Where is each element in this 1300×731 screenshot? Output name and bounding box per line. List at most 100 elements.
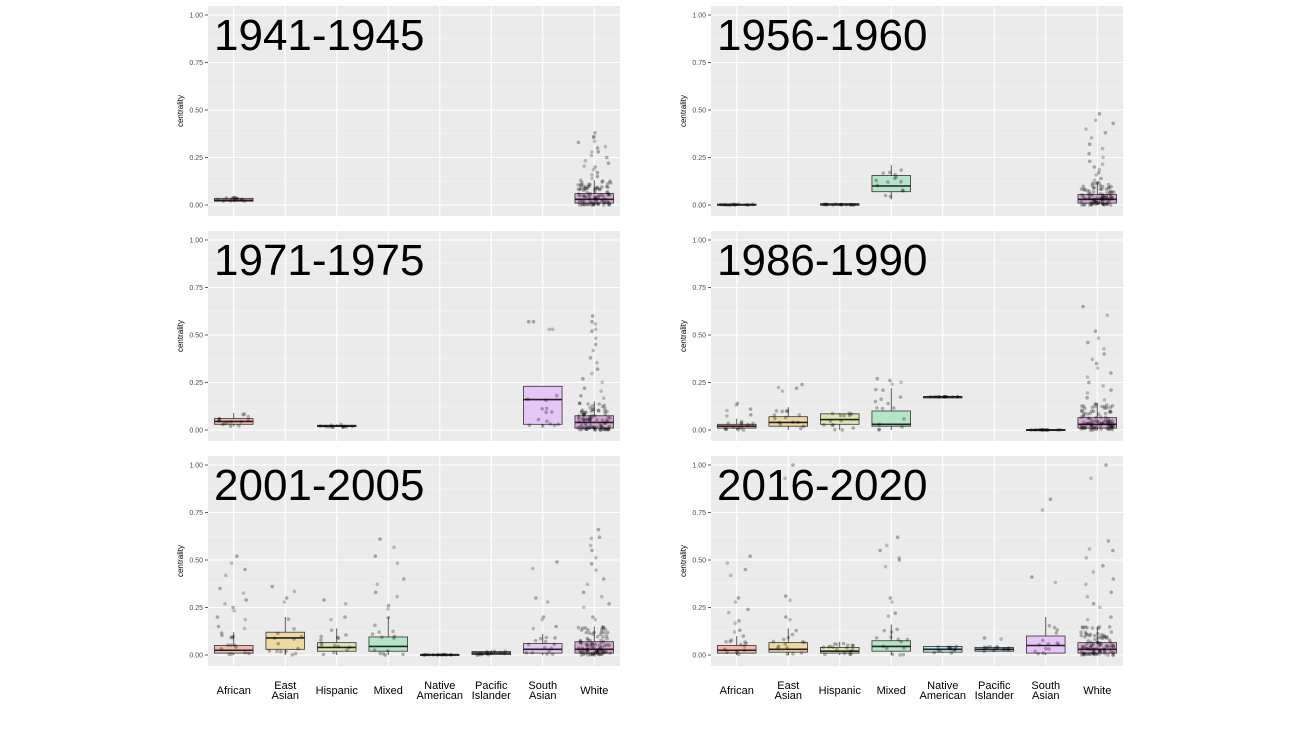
data-point [581,648,586,652]
data-point [1085,646,1089,651]
data-point [1089,203,1094,207]
data-point [232,195,236,200]
outlier-point [1087,380,1091,385]
data-point [599,192,604,197]
data-point [849,412,854,416]
data-point [1082,652,1087,657]
data-point [599,428,603,432]
x-tick-label: Hispanic [316,685,359,697]
data-point [552,423,557,428]
data-point [1111,653,1115,657]
box-White [1077,463,1117,657]
outlier-point [884,543,889,548]
data-point [592,426,597,431]
data-point [723,426,727,431]
outlier-point [726,610,731,615]
data-point [834,202,838,206]
data-point [785,645,789,650]
data-point [1100,195,1105,200]
data-point [1109,424,1114,429]
data-point [1083,630,1088,634]
outlier-point [378,537,382,541]
data-point [439,652,444,657]
data-point [581,412,586,417]
data-point [1037,642,1041,647]
data-point [1105,419,1109,424]
data-point [1108,190,1112,195]
data-point [946,645,951,649]
data-point [993,647,998,651]
data-point [442,652,446,657]
x-tick-label: African [720,685,754,697]
box-East Asian [265,584,305,657]
data-point [1105,426,1109,431]
data-point [1108,640,1113,645]
data-point [582,187,586,191]
outlier-point [594,556,598,560]
data-point [1095,640,1100,645]
y-tick-label: 1.00 [692,463,706,470]
data-point [599,424,604,428]
data-point [902,646,906,650]
data-point [548,422,553,426]
data-point [890,652,895,657]
data-point [1093,402,1098,406]
data-point [579,183,584,188]
y-tick-label: 1.00 [189,13,203,20]
data-point [1088,652,1093,657]
data-point [606,427,611,432]
data-point [318,424,323,428]
data-point [874,387,878,392]
data-point [583,202,587,207]
y-tick-label: 0.50 [692,108,706,115]
data-point [950,394,955,399]
data-point [576,183,581,187]
outlier-point [292,589,297,594]
data-point [1092,185,1096,190]
data-point [1102,406,1107,411]
data-point [1090,428,1095,432]
outlier-point [1101,563,1105,568]
data-point [781,637,786,642]
data-point [581,413,586,417]
data-point [1087,647,1092,652]
data-point [1106,182,1111,187]
outlier-point [591,348,596,353]
y-axis-label: centrality [176,95,185,127]
data-point [776,646,780,651]
y-tick-label: 0.25 [189,605,203,612]
data-point [230,196,235,201]
box-White [574,314,614,432]
data-point [988,644,992,649]
data-point [599,424,604,429]
data-point [1102,651,1107,656]
data-point [842,413,846,418]
data-point [595,186,600,191]
data-point [1108,424,1112,429]
data-point [831,645,835,649]
data-point [587,426,592,430]
data-point [475,653,479,657]
data-point [1079,423,1084,427]
data-point [949,651,954,655]
data-point [1098,415,1103,419]
data-point [1098,643,1103,647]
outlier-point [725,408,729,413]
data-point [724,427,729,432]
data-point [1095,200,1099,205]
data-point [331,425,336,429]
data-point [1081,413,1086,417]
data-point [602,421,607,426]
data-point [595,417,599,422]
outlier-point [595,361,599,365]
data-point [798,426,803,431]
data-point [232,643,237,647]
data-point [240,197,244,202]
data-point [602,426,607,431]
data-point [219,631,224,635]
data-point [881,171,885,175]
outlier-point [1101,384,1105,388]
data-point [581,188,586,193]
data-point [227,652,231,657]
data-point [982,649,987,653]
